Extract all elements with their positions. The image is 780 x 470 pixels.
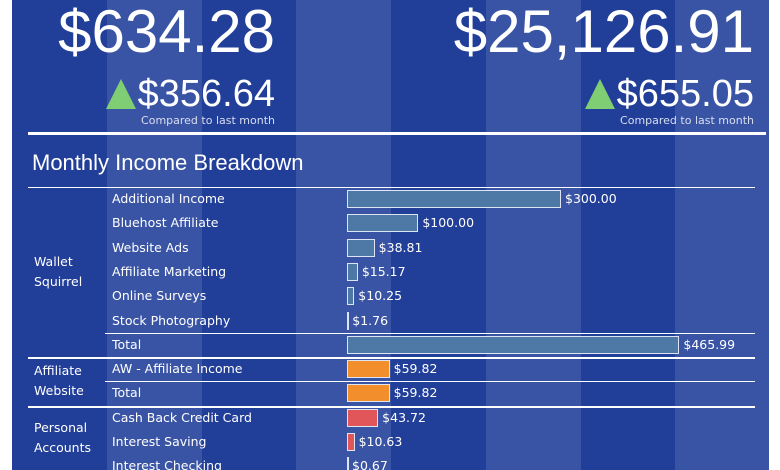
section-title: Monthly Income Breakdown: [32, 150, 304, 175]
bar-value-label: $59.82: [393, 361, 438, 377]
bar-value-label: $59.82: [393, 385, 438, 401]
kpi-value: $634.28: [58, 0, 275, 65]
up-arrow-icon: [584, 79, 615, 109]
bar[interactable]: [347, 287, 355, 306]
bar-value-label: $1.76: [352, 312, 389, 328]
bar[interactable]: [347, 214, 419, 233]
kpi-value: $25,126.91: [453, 0, 754, 65]
background-band: [486, 0, 581, 470]
bar-value-label: $38.81: [378, 239, 423, 255]
group-label: Affiliate Website: [34, 363, 84, 399]
row-label: AW - Affiliate Income: [112, 361, 243, 377]
kpi-change: $655.05: [616, 73, 754, 115]
bar[interactable]: [347, 408, 379, 427]
row-label: Bluehost Affiliate: [112, 215, 219, 231]
row-label: Cash Back Credit Card: [112, 409, 252, 425]
row-label: Affiliate Marketing: [112, 263, 227, 279]
bar[interactable]: [347, 262, 358, 281]
row-label: Online Surveys: [112, 288, 207, 304]
up-arrow-icon: [105, 79, 136, 109]
background-band: [107, 0, 202, 470]
group-label: Personal Accounts: [34, 419, 91, 455]
kpi-total-income: $25,126.91 $655.05 Compared to last mont…: [453, 0, 754, 128]
row-label: Additional Income: [112, 191, 225, 206]
group-label: Wallet Squirrel: [34, 254, 83, 290]
row-label: Website Ads: [112, 239, 189, 255]
bar[interactable]: [347, 433, 355, 451]
bar[interactable]: [347, 190, 561, 208]
bar[interactable]: [347, 311, 349, 330]
row-divider: [105, 381, 755, 383]
dashboard: $634.28 $356.64 Compared to last month $…: [12, 0, 769, 470]
row-divider: [105, 332, 755, 334]
kpi-note: Compared to last month: [141, 114, 275, 127]
bar[interactable]: [347, 238, 375, 257]
row-label: Interest Saving: [112, 434, 207, 449]
bar-value-label: $100.00: [422, 215, 475, 231]
bar[interactable]: [347, 360, 390, 379]
kpi-note: Compared to last month: [620, 114, 754, 127]
background-band: [675, 0, 769, 470]
bar[interactable]: [347, 384, 390, 403]
bar-value-label: $15.17: [361, 263, 406, 279]
bar-value-label: $10.25: [358, 288, 403, 304]
bar-value-label: $10.63: [358, 434, 403, 449]
group-divider: [28, 357, 755, 360]
row-label: Total: [112, 336, 142, 352]
bar-value-label: $43.72: [382, 409, 426, 425]
bar-value-label: $300.00: [565, 191, 617, 206]
divider: [28, 132, 766, 135]
row-label: Total: [112, 385, 142, 401]
bar[interactable]: [347, 457, 349, 470]
row-label: Stock Photography: [112, 312, 231, 328]
kpi-change: $356.64: [137, 73, 275, 115]
kpi-monthly-income: $634.28 $356.64 Compared to last month: [58, 0, 275, 128]
row-label: Interest Checking: [112, 458, 222, 470]
bar-value-label: $0.67: [352, 458, 388, 470]
group-divider: [28, 187, 755, 188]
group-divider: [28, 405, 755, 408]
bar[interactable]: [347, 335, 680, 354]
bar-value-label: $465.99: [683, 336, 736, 352]
